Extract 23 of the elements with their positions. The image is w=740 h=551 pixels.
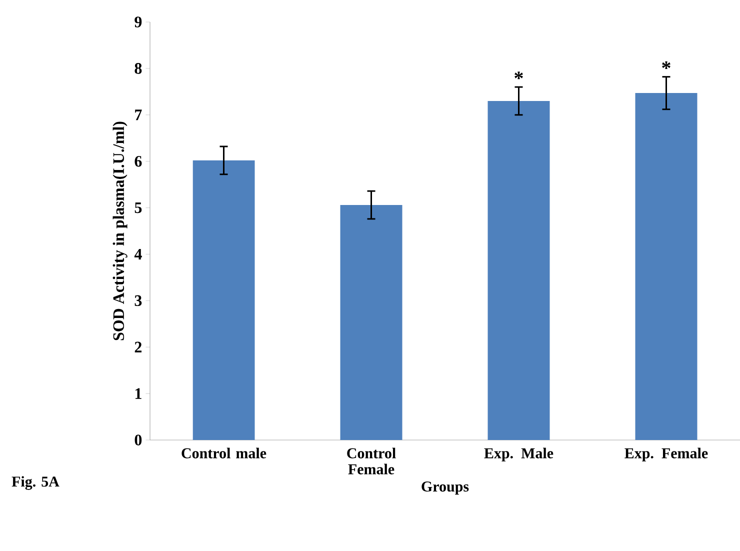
annotation: * (662, 61, 670, 69)
bar (635, 93, 698, 440)
annotation: * (514, 72, 523, 80)
caption: Fig. 5A (12, 476, 60, 490)
x-tick-label: Exp. Female (624, 448, 708, 462)
x-tick-label: Control Female (347, 448, 396, 474)
y-tick-label: 5 (134, 202, 142, 214)
x-tick-label: Exp. Male (484, 448, 554, 462)
y-tick-label: 7 (135, 110, 142, 120)
x-tick-label: Control male (182, 448, 266, 458)
y-tick-label: 4 (134, 248, 142, 260)
x-axis-title: Groups (422, 482, 469, 495)
y-tick-label: 3 (134, 295, 142, 306)
y-tick-label: 2 (134, 342, 142, 352)
bar (192, 160, 255, 440)
y-tick-label: 6 (134, 156, 142, 167)
y-tick-label: 1 (135, 388, 142, 399)
bar (488, 100, 550, 440)
bar (340, 204, 402, 440)
y-tick-label: 9 (134, 16, 142, 28)
y-tick-label: 0 (134, 434, 142, 446)
y-axis-title: SOD Activity in plasma(I.U./ml) (112, 122, 128, 340)
y-tick-label: 8 (134, 63, 142, 74)
